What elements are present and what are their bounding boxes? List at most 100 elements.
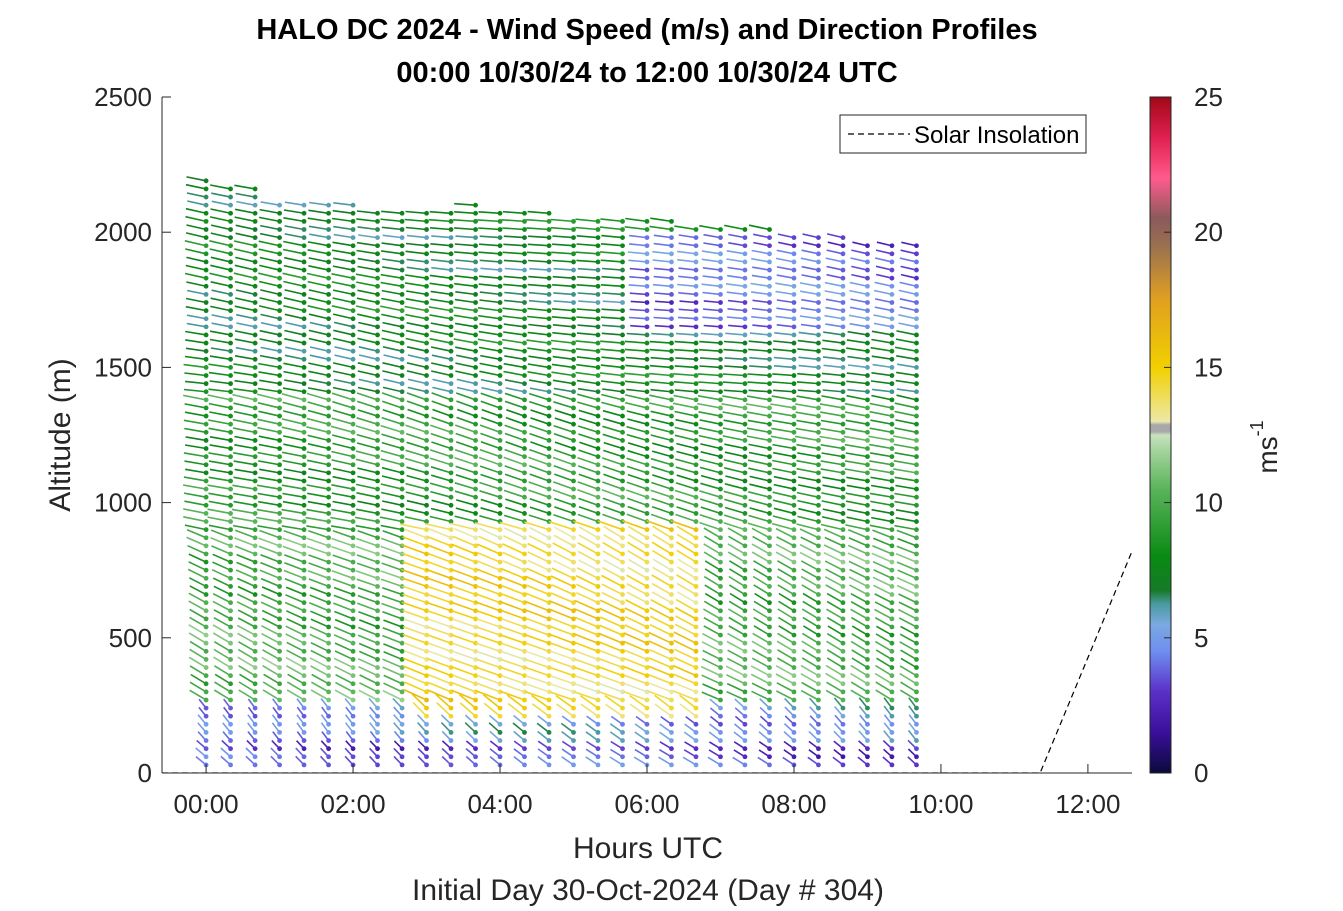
wind-barb bbox=[894, 427, 917, 434]
wind-barb-point bbox=[252, 259, 258, 265]
wind-barb bbox=[676, 450, 697, 458]
wind-barb-point bbox=[816, 648, 821, 654]
wind-barb-point bbox=[546, 316, 552, 322]
wind-barb bbox=[751, 307, 770, 312]
wind-barb bbox=[848, 314, 868, 320]
wind-barb-point bbox=[375, 421, 380, 427]
wind-barb-point bbox=[203, 381, 209, 387]
wind-barb bbox=[454, 457, 476, 466]
wind-barb bbox=[235, 346, 256, 352]
wind-barb bbox=[648, 372, 672, 377]
wind-barb bbox=[576, 363, 599, 369]
wind-barb bbox=[209, 216, 231, 223]
wind-barb bbox=[528, 259, 550, 263]
wind-barb-point bbox=[277, 689, 282, 695]
wind-barb-point bbox=[693, 429, 699, 435]
wind-barb bbox=[308, 530, 329, 539]
wind-barb bbox=[306, 451, 329, 458]
wind-barb bbox=[183, 388, 207, 393]
wind-barb bbox=[778, 600, 795, 612]
wind-barb bbox=[602, 481, 623, 490]
wind-barb bbox=[676, 525, 697, 539]
wind-barb-point bbox=[914, 438, 919, 443]
wind-barb-point bbox=[816, 243, 821, 249]
wind-barb-point bbox=[252, 210, 258, 216]
wind-barb bbox=[307, 476, 329, 482]
wind-barb-point bbox=[816, 300, 821, 305]
wind-barb-point bbox=[669, 348, 674, 354]
wind-barb bbox=[357, 586, 378, 596]
wind-barb bbox=[727, 274, 746, 279]
wind-barb-point bbox=[889, 754, 895, 760]
wind-barb-point bbox=[252, 527, 258, 533]
wind-barb bbox=[819, 403, 844, 409]
wind-barb bbox=[382, 666, 403, 677]
wind-barb bbox=[776, 536, 795, 547]
wind-barb bbox=[823, 544, 844, 555]
wind-barb bbox=[576, 393, 599, 401]
wind-barb-point bbox=[767, 730, 772, 735]
wind-barb bbox=[404, 516, 427, 523]
wind-barb bbox=[381, 466, 403, 474]
wind-barb-point bbox=[669, 592, 674, 597]
wind-barb bbox=[698, 348, 721, 352]
wind-barb bbox=[876, 625, 893, 636]
wind-barb-point bbox=[448, 746, 454, 752]
wind-barb bbox=[528, 534, 550, 547]
wind-barb-point bbox=[595, 308, 601, 314]
wind-barb bbox=[430, 474, 452, 482]
wind-barb-point bbox=[497, 421, 503, 427]
wind-barb bbox=[728, 233, 746, 239]
wind-barb-point bbox=[865, 397, 870, 403]
wind-barb bbox=[381, 242, 403, 247]
wind-barb-point bbox=[399, 584, 405, 589]
wind-barb-point bbox=[791, 429, 797, 435]
wind-barb bbox=[184, 427, 207, 434]
wind-barb bbox=[899, 281, 917, 288]
wind-barb-point bbox=[252, 251, 258, 257]
wind-barb-point bbox=[277, 446, 282, 451]
wind-barb bbox=[402, 625, 427, 636]
wind-barb bbox=[704, 568, 721, 579]
wind-barb bbox=[479, 243, 501, 247]
wind-barb-point bbox=[252, 567, 258, 573]
wind-barb-point bbox=[252, 389, 258, 395]
wind-barb-point bbox=[497, 470, 503, 476]
wind-barb bbox=[183, 492, 207, 498]
wind-barb bbox=[454, 282, 476, 288]
wind-barb-point bbox=[546, 681, 552, 687]
wind-barb-point bbox=[693, 673, 699, 679]
wind-barb-point bbox=[767, 462, 772, 468]
wind-barb-point bbox=[742, 721, 748, 727]
wind-barb-point bbox=[473, 308, 478, 314]
wind-barb bbox=[824, 576, 844, 588]
wind-barb bbox=[598, 641, 623, 653]
wind-barb bbox=[185, 468, 207, 474]
wind-barb-point bbox=[791, 291, 797, 297]
wind-barb bbox=[189, 608, 207, 620]
wind-barb-point bbox=[742, 429, 748, 435]
wind-barb bbox=[800, 673, 819, 685]
wind-barb bbox=[480, 441, 501, 450]
wind-barb-point bbox=[620, 721, 625, 727]
wind-barb bbox=[356, 241, 378, 247]
wind-barb-point bbox=[277, 730, 282, 735]
wind-barb-point bbox=[326, 446, 331, 451]
wind-barb bbox=[822, 389, 844, 393]
wind-barb-point bbox=[473, 527, 478, 533]
wind-barb-point bbox=[914, 356, 919, 362]
wind-barb-point bbox=[816, 389, 821, 395]
wind-barb bbox=[626, 332, 648, 336]
wind-barb bbox=[479, 424, 501, 434]
wind-barb bbox=[504, 527, 525, 539]
wind-barb bbox=[403, 528, 427, 539]
wind-barb-point bbox=[326, 324, 331, 330]
wind-barb bbox=[427, 642, 452, 653]
wind-barb-point bbox=[326, 592, 331, 597]
wind-barb-point bbox=[889, 275, 895, 281]
wind-barb bbox=[400, 523, 427, 531]
wind-barb bbox=[429, 515, 452, 523]
wind-barb-point bbox=[203, 470, 209, 476]
wind-barb-point bbox=[546, 762, 552, 768]
wind-barb bbox=[825, 672, 844, 685]
